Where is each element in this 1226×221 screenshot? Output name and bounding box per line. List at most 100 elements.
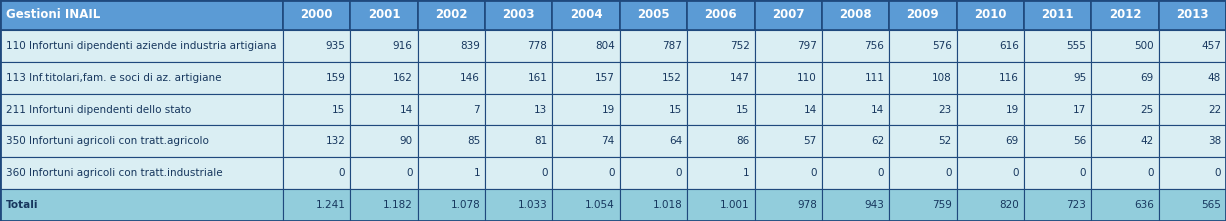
Text: 152: 152 — [662, 73, 682, 83]
Text: 0: 0 — [1013, 168, 1019, 178]
Text: 38: 38 — [1208, 136, 1221, 147]
Text: 616: 616 — [999, 41, 1019, 51]
Bar — [553, 189, 620, 221]
Bar — [0, 62, 283, 94]
Text: 778: 778 — [527, 41, 548, 51]
Bar — [1024, 30, 1091, 62]
Bar — [1091, 30, 1159, 62]
Text: 0: 0 — [945, 168, 951, 178]
Text: 555: 555 — [1067, 41, 1086, 51]
Bar — [485, 189, 553, 221]
Bar — [0, 30, 283, 62]
Text: 0: 0 — [608, 168, 614, 178]
Bar — [821, 189, 889, 221]
Text: 2006: 2006 — [705, 8, 737, 21]
Bar — [687, 126, 754, 157]
Bar — [956, 157, 1024, 189]
Bar — [821, 62, 889, 94]
Text: 14: 14 — [400, 105, 413, 114]
Text: 0: 0 — [541, 168, 548, 178]
Text: 500: 500 — [1134, 41, 1154, 51]
Bar — [1091, 62, 1159, 94]
Bar — [754, 62, 821, 94]
Text: 756: 756 — [864, 41, 884, 51]
Bar — [553, 0, 620, 30]
Text: Gestioni INAIL: Gestioni INAIL — [6, 8, 101, 21]
Bar — [754, 0, 821, 30]
Text: 157: 157 — [595, 73, 614, 83]
Text: 2002: 2002 — [435, 8, 467, 21]
Bar — [1024, 94, 1091, 126]
Text: 1: 1 — [473, 168, 481, 178]
Text: 81: 81 — [535, 136, 548, 147]
Text: 14: 14 — [803, 105, 817, 114]
Bar — [283, 62, 351, 94]
Text: 146: 146 — [460, 73, 481, 83]
Bar — [1091, 189, 1159, 221]
Text: 90: 90 — [400, 136, 413, 147]
Bar — [620, 157, 687, 189]
Bar — [821, 0, 889, 30]
Text: 19: 19 — [1005, 105, 1019, 114]
Text: 2004: 2004 — [570, 8, 602, 21]
Text: 1.018: 1.018 — [652, 200, 682, 210]
Text: 162: 162 — [392, 73, 413, 83]
Bar — [754, 126, 821, 157]
Text: 69: 69 — [1140, 73, 1154, 83]
Bar — [283, 126, 351, 157]
Text: 116: 116 — [999, 73, 1019, 83]
Text: 2008: 2008 — [840, 8, 872, 21]
Text: 15: 15 — [669, 105, 682, 114]
Bar — [1091, 157, 1159, 189]
Bar — [889, 126, 956, 157]
Text: 2003: 2003 — [503, 8, 535, 21]
Text: 110 Infortuni dipendenti aziende industria artigiana: 110 Infortuni dipendenti aziende industr… — [6, 41, 277, 51]
Text: 111: 111 — [864, 73, 884, 83]
Text: 935: 935 — [325, 41, 346, 51]
Bar — [620, 0, 687, 30]
Bar — [351, 30, 418, 62]
Bar — [687, 157, 754, 189]
Bar — [418, 157, 485, 189]
Bar — [553, 126, 620, 157]
Bar — [283, 94, 351, 126]
Bar — [956, 62, 1024, 94]
Bar — [418, 126, 485, 157]
Bar — [956, 94, 1024, 126]
Bar — [553, 30, 620, 62]
Text: 2011: 2011 — [1041, 8, 1074, 21]
Bar — [620, 30, 687, 62]
Text: 1.078: 1.078 — [450, 200, 481, 210]
Text: 0: 0 — [406, 168, 413, 178]
Text: 52: 52 — [938, 136, 951, 147]
Bar — [754, 94, 821, 126]
Bar — [485, 30, 553, 62]
Bar — [754, 189, 821, 221]
Bar — [1091, 126, 1159, 157]
Text: 360 Infortuni agricoli con tratt.industriale: 360 Infortuni agricoli con tratt.industr… — [6, 168, 223, 178]
Bar — [889, 189, 956, 221]
Bar — [889, 30, 956, 62]
Text: 839: 839 — [460, 41, 481, 51]
Bar — [754, 157, 821, 189]
Bar — [351, 189, 418, 221]
Bar — [1159, 62, 1226, 94]
Text: 64: 64 — [669, 136, 682, 147]
Bar — [956, 126, 1024, 157]
Text: 2010: 2010 — [973, 8, 1007, 21]
Bar — [553, 62, 620, 94]
Bar — [1159, 0, 1226, 30]
Text: 2005: 2005 — [638, 8, 669, 21]
Text: 0: 0 — [338, 168, 346, 178]
Text: 752: 752 — [729, 41, 749, 51]
Text: Totali: Totali — [6, 200, 38, 210]
Bar — [0, 0, 283, 30]
Text: 350 Infortuni agricoli con tratt.agricolo: 350 Infortuni agricoli con tratt.agricol… — [6, 136, 208, 147]
Bar — [418, 30, 485, 62]
Bar — [620, 94, 687, 126]
Text: 2009: 2009 — [906, 8, 939, 21]
Text: 13: 13 — [535, 105, 548, 114]
Text: 69: 69 — [1005, 136, 1019, 147]
Text: 95: 95 — [1073, 73, 1086, 83]
Text: 0: 0 — [676, 168, 682, 178]
